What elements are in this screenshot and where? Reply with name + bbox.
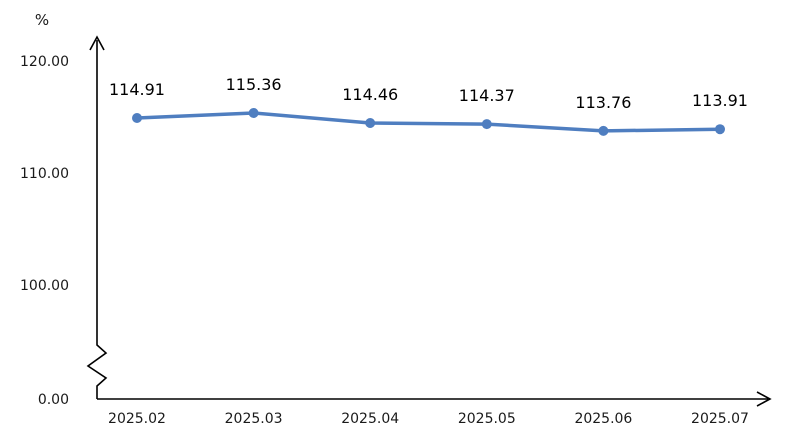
y-tick-label: 120.00 <box>20 54 69 70</box>
data-point <box>132 113 142 123</box>
data-label: 113.76 <box>575 93 631 112</box>
x-tick-label: 2025.03 <box>225 411 283 427</box>
y-axis-line-with-break <box>86 40 108 399</box>
data-point <box>481 119 492 130</box>
x-axis <box>97 391 772 407</box>
data-point <box>248 108 259 118</box>
data-point <box>365 118 376 128</box>
y-tick-label: 100.00 <box>20 278 69 294</box>
y-axis <box>86 35 108 399</box>
y-axis-arrow-icon <box>89 35 105 51</box>
x-tick-label: 2025.07 <box>691 411 749 427</box>
data-label: 114.91 <box>109 80 165 99</box>
x-tick-labels: 2025.02 2025.03 2025.04 2025.05 2025.06 2025.… <box>108 411 749 427</box>
x-tick-label: 2025.05 <box>458 411 516 427</box>
y-tick-labels: 0.00 100.00 110.00 120.00 <box>20 54 69 408</box>
series-layer: 114.91 115.36 114.46 114.37 113.76 113.91 <box>109 75 748 136</box>
data-label: 115.36 <box>226 75 282 94</box>
data-label: 113.91 <box>692 91 748 110</box>
y-axis-unit-label: % <box>35 11 49 29</box>
series-line <box>135 111 722 133</box>
data-label: 114.46 <box>342 85 398 104</box>
x-axis-arrow-icon <box>756 391 772 407</box>
data-label: 114.37 <box>459 86 515 105</box>
x-tick-label: 2025.06 <box>574 411 632 427</box>
x-tick-label: 2025.02 <box>108 411 166 427</box>
data-point <box>715 124 725 135</box>
y-tick-label: 0.00 <box>38 392 69 408</box>
y-tick-label: 110.00 <box>20 166 69 182</box>
x-tick-label: 2025.04 <box>341 411 399 427</box>
data-point <box>598 125 609 136</box>
